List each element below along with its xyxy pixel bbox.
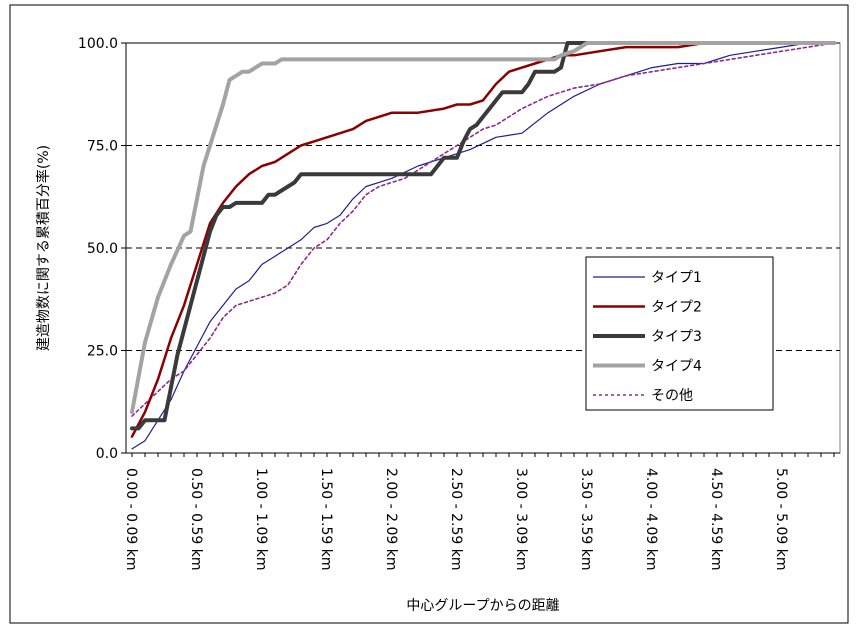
- x-tick-label: 0.50 - 0.59 km: [188, 468, 204, 571]
- y-axis-title: 建造物数に関する累積百分率(%): [35, 145, 52, 351]
- series-line-5: [131, 42, 835, 417]
- x-axis-title: 中心グループからの距離: [406, 597, 559, 614]
- series-line-2: [130, 41, 836, 438]
- x-tick-label: 1.50 - 1.59 km: [318, 468, 334, 571]
- legend-entries: タイプ1 タイプ2 タイプ3 タイプ4 その他: [593, 270, 702, 404]
- legend-label: タイプ4: [651, 359, 702, 375]
- legend: タイプ1 タイプ2 タイプ3 タイプ4 その他: [585, 256, 774, 411]
- data-series: [130, 41, 836, 450]
- y-tick-labels: 0.0 25.0 50.0 75.0 100.0: [78, 36, 118, 462]
- series-line-3: [130, 41, 836, 431]
- series-line-1: [131, 42, 835, 450]
- y-tick-label: 0.0: [96, 446, 118, 462]
- x-tick-label: 2.00 - 2.09 km: [383, 468, 399, 571]
- x-tick-label: 0.00 - 0.09 km: [123, 468, 139, 571]
- y-tick-label: 75.0: [87, 139, 118, 155]
- legend-label: タイプ3: [651, 329, 702, 345]
- legend-label: タイプ1: [651, 270, 702, 286]
- x-tick-label: 4.00 - 4.09 km: [643, 468, 659, 571]
- y-tick-label: 25.0: [87, 344, 118, 360]
- y-tick-label: 100.0: [78, 36, 118, 52]
- x-tick-label: 2.50 - 2.59 km: [448, 468, 464, 571]
- legend-label: タイプ2: [651, 300, 702, 316]
- x-tick-label: 3.50 - 3.59 km: [578, 468, 594, 571]
- y-tick-label: 50.0: [87, 241, 118, 257]
- series-line-4: [130, 41, 836, 414]
- legend-label: その他: [651, 388, 693, 404]
- axis-ticks: [121, 42, 835, 457]
- legend-box: [585, 256, 774, 411]
- x-tick-label: 4.50 - 4.59 km: [708, 468, 724, 571]
- x-tick-label: 1.00 - 1.09 km: [253, 468, 269, 571]
- x-tick-labels: 0.00 - 0.09 km 0.50 - 0.59 km 1.00 - 1.09 …: [123, 468, 789, 571]
- x-tick-label: 5.00 - 5.09 km: [773, 468, 789, 571]
- x-tick-label: 3.00 - 3.09 km: [513, 468, 529, 571]
